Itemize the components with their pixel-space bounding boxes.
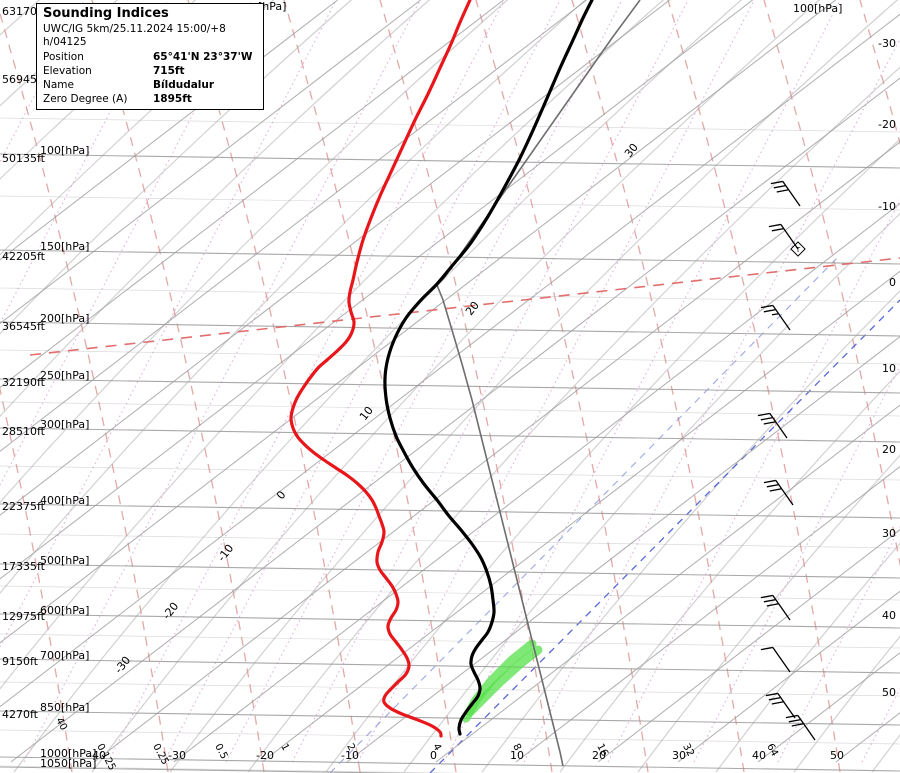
bottom-temperature-label: -20 (256, 749, 274, 762)
wind-barb (785, 714, 816, 741)
wind-barb: T (768, 223, 806, 257)
sounding-indices-key: Name (43, 79, 74, 91)
top-right-pressure-label: 100[hPa] (793, 2, 843, 15)
right-temperature-label: 10 (882, 362, 896, 375)
right-temperature-label: -10 (878, 200, 896, 213)
pressure-label: 300[hPa] (40, 418, 90, 431)
altitude-label: 63170ft (2, 5, 45, 18)
parcel-trajectory-curve (436, 0, 641, 767)
pressure-label: 700[hPa] (40, 649, 90, 662)
altitude-label: 56945ft (2, 73, 45, 86)
sounding-indices-row: Name Bíldudalur (41, 78, 259, 92)
bottom-temperature-label: 50 (830, 749, 844, 762)
sounding-indices-value: 65°41'N 23°37'W (153, 51, 253, 63)
bottom-temperature-label: 40 (752, 749, 766, 762)
sounding-indices-value: 1895ft (153, 93, 192, 105)
altitude-label: 22375ft (2, 500, 45, 513)
altitude-label: 50135ft (2, 152, 45, 165)
sounding-indices-key: Zero Degree (A) (43, 93, 128, 105)
bottom-temperature-label: 20 (592, 749, 606, 762)
cape-shading (461, 639, 543, 723)
altitude-label: 17335ft (2, 560, 45, 573)
bottom-temperature-label: -30 (168, 749, 186, 762)
sounding-indices-value: 715ft (153, 65, 185, 77)
pressure-label: 400[hPa] (40, 494, 90, 507)
pressure-label: 500[hPa] (40, 554, 90, 567)
bottom-temperature-label: 0 (430, 749, 437, 762)
isobar-lines (0, 117, 900, 773)
right-temperature-label: 0 (889, 276, 896, 289)
altitude-label: 42205ft (2, 250, 45, 263)
sounding-indices-table: Position 65°41'N 23°37'W Elevation 715ft Nam… (41, 50, 259, 106)
pressure-label: 150[hPa] (40, 240, 90, 253)
right-temperature-label: -30 (878, 37, 896, 50)
wind-barb (760, 594, 791, 621)
wind-barb (760, 304, 791, 331)
pressure-label: 200[hPa] (40, 312, 90, 325)
sounding-indices-box: Sounding Indices UWC/IG 5km/25.11.2024 1… (36, 3, 264, 110)
temperature-curve (383, 0, 594, 736)
freezing-level-line (29, 257, 900, 356)
wind-barb (763, 479, 794, 506)
sounding-indices-key: Elevation (43, 65, 92, 77)
right-temperature-label: 50 (882, 686, 896, 699)
altitude-label: 9150ft (2, 655, 38, 668)
wind-barb (765, 692, 796, 719)
pressure-label: 600[hPa] (40, 604, 90, 617)
sounding-indices-value: Bíldudalur (153, 79, 215, 91)
bottom-temperature-label: -40 (88, 749, 106, 762)
wind-barb (760, 646, 791, 673)
bottom-temperature-label: 10 (510, 749, 524, 762)
parcel-moist-adiabat-line (329, 254, 900, 773)
dewpoint-curve (289, 0, 472, 738)
sounding-indices-key: Position (43, 51, 84, 63)
top-pressure-unit-label: [hPa] (258, 0, 287, 13)
sounding-indices-subtitle: UWC/IG 5km/25.11.2024 15:00/+8 h/04125 (43, 23, 226, 48)
wind-barb (757, 412, 788, 439)
wind-barb (770, 180, 801, 207)
wind-barbs: T (757, 180, 816, 741)
sounding-indices-row: Zero Degree (A) 1895ft (41, 92, 259, 106)
altitude-label: 36545ft (2, 320, 45, 333)
pressure-label: 1050[hPa] (40, 757, 97, 770)
altitude-label: 4270ft (2, 708, 38, 721)
right-temperature-label: 30 (882, 527, 896, 540)
right-temperature-label: 20 (882, 443, 896, 456)
sounding-indices-title: Sounding Indices (43, 6, 169, 21)
altitude-label: 32190ft (2, 376, 45, 389)
right-temperature-label: -20 (878, 118, 896, 131)
bottom-temperature-label: 30 (672, 749, 686, 762)
altitude-label: 28510ft (2, 425, 45, 438)
bottom-temperature-label: -10 (341, 749, 359, 762)
sounding-indices-row: Elevation 715ft (41, 64, 259, 78)
pressure-label: 1000[hPa] (40, 747, 97, 760)
svg-text:T: T (795, 246, 801, 254)
pressure-label: 100[hPa] (40, 144, 90, 157)
sounding-indices-row: Position 65°41'N 23°37'W (41, 50, 259, 64)
pressure-label: 850[hPa] (40, 701, 90, 714)
right-temperature-label: 40 (882, 609, 896, 622)
pressure-label: 250[hPa] (40, 369, 90, 382)
altitude-label: 12975ft (2, 610, 45, 623)
